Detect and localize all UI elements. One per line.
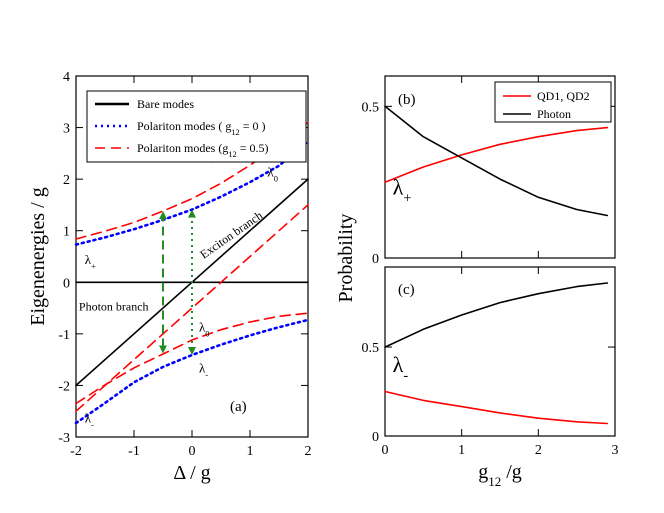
legend-box	[494, 81, 612, 123]
y-tick-label: 0.5	[362, 341, 380, 356]
x-tick-label: 0	[189, 444, 196, 459]
legend-label-1-main: Polariton modes ( g	[137, 119, 231, 133]
legend-label-0-main: QD1, QD2	[537, 89, 590, 103]
arrow-head-up-0	[159, 211, 167, 220]
legend-label-1: Photon	[537, 107, 571, 121]
x-axis-label-after: /g	[501, 461, 522, 483]
panel-label: (a)	[230, 399, 247, 415]
series-line-1	[384, 105, 609, 217]
plot-frame	[384, 75, 616, 259]
x-tick-label: 1	[458, 443, 465, 458]
x-axis-label-sub: 12	[488, 474, 501, 489]
series-line-0	[384, 126, 609, 183]
legend-label-0: QD1, QD2	[537, 89, 590, 103]
x-tick-label: 2	[535, 443, 542, 458]
annotation-4-main: λ	[199, 361, 206, 376]
annotation-1-sub: 0	[274, 174, 278, 184]
arrow-head-down-0	[159, 345, 167, 354]
annotation-4-sub: -	[205, 370, 208, 380]
y-tick-label: -2	[58, 379, 70, 394]
legend-label-0: Bare modes	[137, 97, 194, 111]
annotation-5-sub: -	[91, 420, 94, 430]
annotation-5: λ-	[85, 411, 94, 430]
series-line-1	[384, 282, 609, 348]
legend-label-1-after: = 0 )	[240, 119, 266, 133]
x-tick-label: 2	[305, 444, 312, 459]
annotation-4: λ-	[199, 361, 208, 380]
legend-label-1: Polariton modes ( g12 = 0 )	[137, 119, 265, 137]
y-tick-label: 4	[63, 70, 70, 85]
annotation-7: Exciton branch	[197, 208, 265, 261]
y-axis-label: Probability	[335, 214, 357, 303]
legend-label-1-sub: 12	[231, 128, 239, 137]
x-axis-label: g12 /g	[478, 461, 522, 489]
annotation-7-main: Exciton branch	[197, 208, 265, 261]
series-line-5	[75, 204, 309, 413]
y-tick-label: -3	[58, 431, 70, 446]
y-tick-label: 3	[63, 122, 70, 137]
y-tick-label: 0.5	[362, 100, 380, 115]
arrow-head-down-1	[188, 347, 196, 356]
legend-label-1-main: Photon	[537, 107, 571, 121]
annotation-2-sub: +	[91, 261, 96, 271]
x-axis-label: Δ / g	[173, 462, 210, 484]
annotation-6-main: Photon branch	[79, 300, 149, 314]
panel-b: 0 0.5 λ+ (b) Probability QD1, QD2 Photon	[335, 75, 616, 303]
x-tick-label: -1	[128, 444, 140, 459]
annotation-5-main: λ	[85, 411, 92, 426]
annotation-1-main: λ	[267, 165, 274, 180]
legend-label-2: Polariton modes (g12 = 0.5)	[137, 141, 268, 159]
annotation-0-main: λ	[393, 352, 404, 377]
annotation-3-sub: 0	[205, 328, 209, 338]
y-tick-label: 0	[63, 276, 70, 291]
annotation-0: λ-	[393, 352, 409, 384]
y-tick-label: 2	[63, 173, 70, 188]
legend-label-2-after: = 0.5)	[237, 141, 269, 155]
legend-label-2-main: Polariton modes (g	[137, 141, 228, 155]
y-tick-label: 1	[63, 225, 70, 240]
annotation-0: λ+	[393, 174, 412, 206]
x-tick-label: -2	[70, 444, 82, 459]
series-line-6	[75, 312, 309, 405]
plot-frame	[384, 266, 616, 437]
y-tick-label: 0	[372, 252, 379, 267]
x-axis-label-main: g	[478, 461, 488, 483]
annotation-0-sub: +	[403, 190, 411, 206]
x-tick-label: 0	[382, 443, 389, 458]
annotation-0-main: λ	[393, 174, 404, 199]
legend-label-2-sub: 12	[228, 150, 236, 159]
y-tick-label: -1	[58, 328, 70, 343]
y-axis-label: Eigenenergies / g	[27, 187, 49, 325]
panel-c: 00.50 1 2 3λ-(c)g12 /g	[362, 266, 619, 489]
series-line-0	[384, 390, 609, 425]
legend-label-0-main: Bare modes	[137, 97, 194, 111]
annotation-3: λ0	[199, 319, 210, 338]
annotation-3-main: λ	[199, 319, 206, 334]
arrow-head-up-1	[188, 209, 196, 218]
annotation-2: λ+	[85, 252, 96, 271]
x-tick-label: 1	[247, 444, 254, 459]
y-tick-label: 0	[372, 430, 379, 445]
annotation-6: Photon branch	[79, 300, 149, 314]
annotation-1: λ0	[267, 165, 278, 184]
x-tick-label: 3	[612, 443, 619, 458]
panel-label: (c)	[398, 282, 415, 298]
annotation-0-sub: -	[403, 368, 408, 384]
panel-label: (b)	[398, 92, 416, 108]
annotation-2-main: λ	[85, 252, 92, 267]
